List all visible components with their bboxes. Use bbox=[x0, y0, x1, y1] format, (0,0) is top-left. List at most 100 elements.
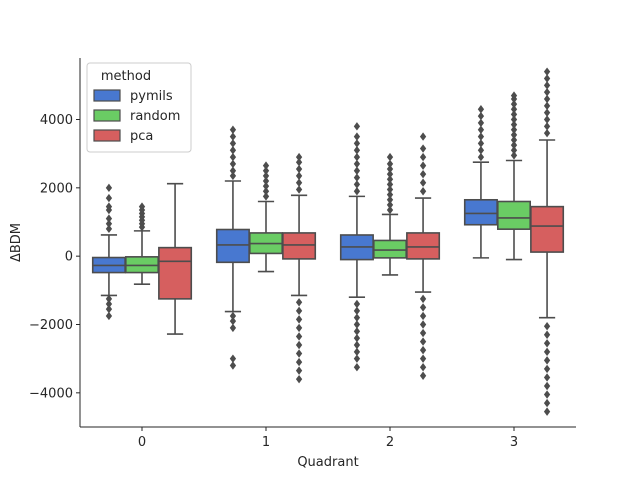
outlier-point bbox=[138, 202, 146, 211]
outlier-point bbox=[262, 166, 270, 175]
outlier-point bbox=[543, 67, 551, 76]
outlier-point bbox=[229, 316, 237, 326]
y-tick-label: 2000 bbox=[40, 181, 73, 196]
box-body bbox=[215, 228, 250, 264]
legend-label-pca: pca bbox=[130, 129, 153, 144]
outlier-point bbox=[353, 327, 361, 336]
box-random-q2 bbox=[372, 152, 408, 276]
outlier-point bbox=[353, 354, 361, 363]
outlier-point bbox=[543, 339, 551, 348]
outlier-point bbox=[353, 347, 361, 357]
outlier-point bbox=[229, 159, 237, 169]
outlier-point bbox=[419, 303, 427, 312]
outlier-point bbox=[229, 139, 237, 148]
outlier-point bbox=[543, 330, 551, 339]
outlier-point bbox=[543, 74, 551, 83]
outlier-point bbox=[510, 110, 518, 119]
outlier-point bbox=[543, 373, 551, 382]
outlier-point bbox=[105, 224, 113, 234]
outlier-point bbox=[229, 125, 237, 134]
box-pca-q3 bbox=[530, 67, 565, 416]
outlier-point bbox=[543, 398, 551, 408]
outlier-point bbox=[229, 323, 237, 333]
legend-swatch-pca bbox=[93, 129, 121, 142]
outlier-point bbox=[295, 164, 303, 174]
box-pymils-q2 bbox=[339, 122, 374, 372]
outlier-point bbox=[353, 152, 361, 162]
box-pca-q1 bbox=[282, 152, 317, 384]
x-tick-label: 1 bbox=[262, 435, 270, 450]
outlier-point bbox=[386, 152, 394, 162]
outlier-point bbox=[510, 105, 518, 114]
outlier-point bbox=[262, 192, 270, 201]
outlier-point bbox=[386, 200, 394, 210]
outlier-point bbox=[262, 176, 270, 186]
box-random-q1 bbox=[248, 161, 284, 273]
outlier-point bbox=[419, 169, 427, 179]
outlier-point bbox=[419, 144, 427, 153]
outlier-point bbox=[262, 181, 270, 191]
outlier-point bbox=[477, 139, 485, 148]
outlier-point bbox=[419, 371, 427, 380]
y-tick-label: 4000 bbox=[40, 113, 73, 128]
outlier-point bbox=[262, 161, 270, 170]
outlier-point bbox=[295, 152, 303, 162]
outlier-point bbox=[386, 169, 394, 179]
outlier-point bbox=[386, 195, 394, 204]
outlier-point bbox=[295, 178, 303, 187]
outlier-point bbox=[419, 161, 427, 170]
outlier-point bbox=[510, 130, 518, 140]
outlier-point bbox=[419, 132, 427, 141]
outlier-point bbox=[295, 315, 303, 324]
outlier-point bbox=[295, 306, 303, 316]
outlier-point bbox=[477, 105, 485, 114]
outlier-point bbox=[229, 152, 237, 162]
outlier-point bbox=[229, 354, 237, 363]
outlier-point bbox=[543, 364, 551, 374]
outlier-point bbox=[353, 180, 361, 189]
outlier-point bbox=[419, 363, 427, 372]
outlier-point bbox=[353, 139, 361, 148]
outlier-point bbox=[105, 219, 113, 228]
outlier-point bbox=[229, 132, 237, 141]
x-axis-title: Quadrant bbox=[297, 455, 358, 470]
outlier-point bbox=[543, 407, 551, 416]
outlier-point bbox=[229, 361, 237, 370]
outlier-point bbox=[353, 187, 361, 196]
box-body bbox=[406, 232, 441, 260]
outlier-point bbox=[295, 357, 303, 367]
outlier-point bbox=[419, 328, 427, 338]
outlier-point bbox=[105, 183, 113, 193]
outlier-point bbox=[477, 125, 485, 134]
outlier-point bbox=[510, 125, 518, 134]
outlier-point bbox=[510, 99, 518, 109]
outlier-point bbox=[419, 152, 427, 162]
outlier-point bbox=[419, 320, 427, 329]
outlier-point bbox=[510, 140, 518, 150]
outlier-point bbox=[295, 171, 303, 181]
box-body bbox=[282, 232, 317, 260]
outlier-point bbox=[543, 390, 551, 399]
x-tick-label: 2 bbox=[386, 435, 394, 450]
outlier-point bbox=[353, 166, 361, 175]
outlier-point bbox=[295, 340, 303, 350]
outlier-point bbox=[295, 374, 303, 384]
outlier-point bbox=[229, 171, 237, 181]
outlier-point bbox=[510, 115, 518, 124]
outlier-point bbox=[386, 159, 394, 169]
y-tick-label: −2000 bbox=[29, 318, 73, 333]
y-axis-title: ΔBDM bbox=[9, 223, 24, 262]
outlier-point bbox=[477, 118, 485, 128]
box-random-q3 bbox=[496, 91, 532, 261]
box-random-q0 bbox=[124, 202, 160, 285]
outlier-point bbox=[419, 345, 427, 355]
box-body bbox=[496, 200, 532, 230]
box-pymils-q3 bbox=[463, 105, 498, 259]
outlier-point bbox=[105, 304, 113, 314]
outlier-point bbox=[543, 101, 551, 111]
outlier-point bbox=[105, 294, 113, 304]
outlier-point bbox=[353, 313, 361, 322]
outlier-point bbox=[295, 323, 303, 333]
outlier-point bbox=[543, 347, 551, 357]
box-pymils-q1 bbox=[215, 125, 250, 370]
